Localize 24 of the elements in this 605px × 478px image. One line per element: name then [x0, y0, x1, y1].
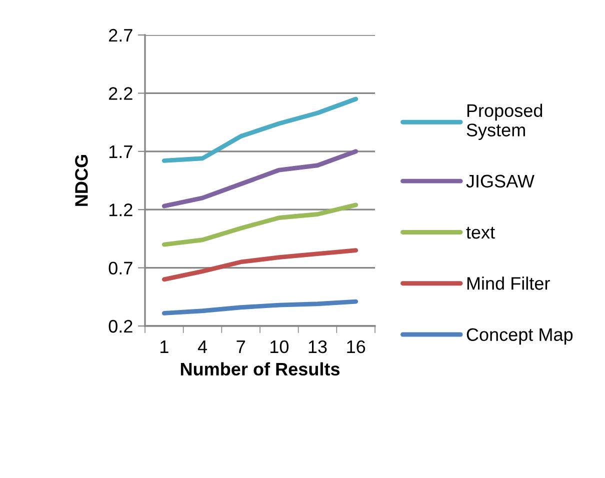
x-tick-label: 4	[198, 340, 207, 353]
y-tick-label: 0.7	[108, 262, 132, 275]
y-tick-label: 2.2	[109, 87, 132, 100]
line-series	[162, 202, 358, 247]
legend-label: Proposed System	[466, 104, 542, 140]
x-tick-label: 16	[347, 340, 366, 354]
y-tick-label: 2.7	[109, 28, 132, 42]
x-axis-title: Number of Results	[180, 362, 340, 376]
x-tick-label: 7	[236, 340, 245, 353]
y-axis-title: NDCG	[75, 155, 88, 206]
y-tick-label: 0.2	[108, 320, 132, 333]
y-tick-label: 1.7	[109, 146, 132, 158]
line-series	[162, 149, 358, 208]
x-tick-label: 1	[160, 340, 168, 353]
x-tick-label: 10	[270, 340, 289, 354]
legend-label: Mind Filter	[467, 276, 550, 290]
line-series	[162, 248, 358, 282]
legend-label: text	[466, 226, 495, 239]
y-tick-label: 1.2	[109, 204, 132, 216]
legend-label: JIGSAW	[466, 174, 534, 188]
legend-label: Concept Map	[466, 328, 573, 345]
line-series	[162, 96, 358, 163]
line-series	[162, 299, 358, 316]
x-tick-label: 13	[308, 340, 327, 354]
